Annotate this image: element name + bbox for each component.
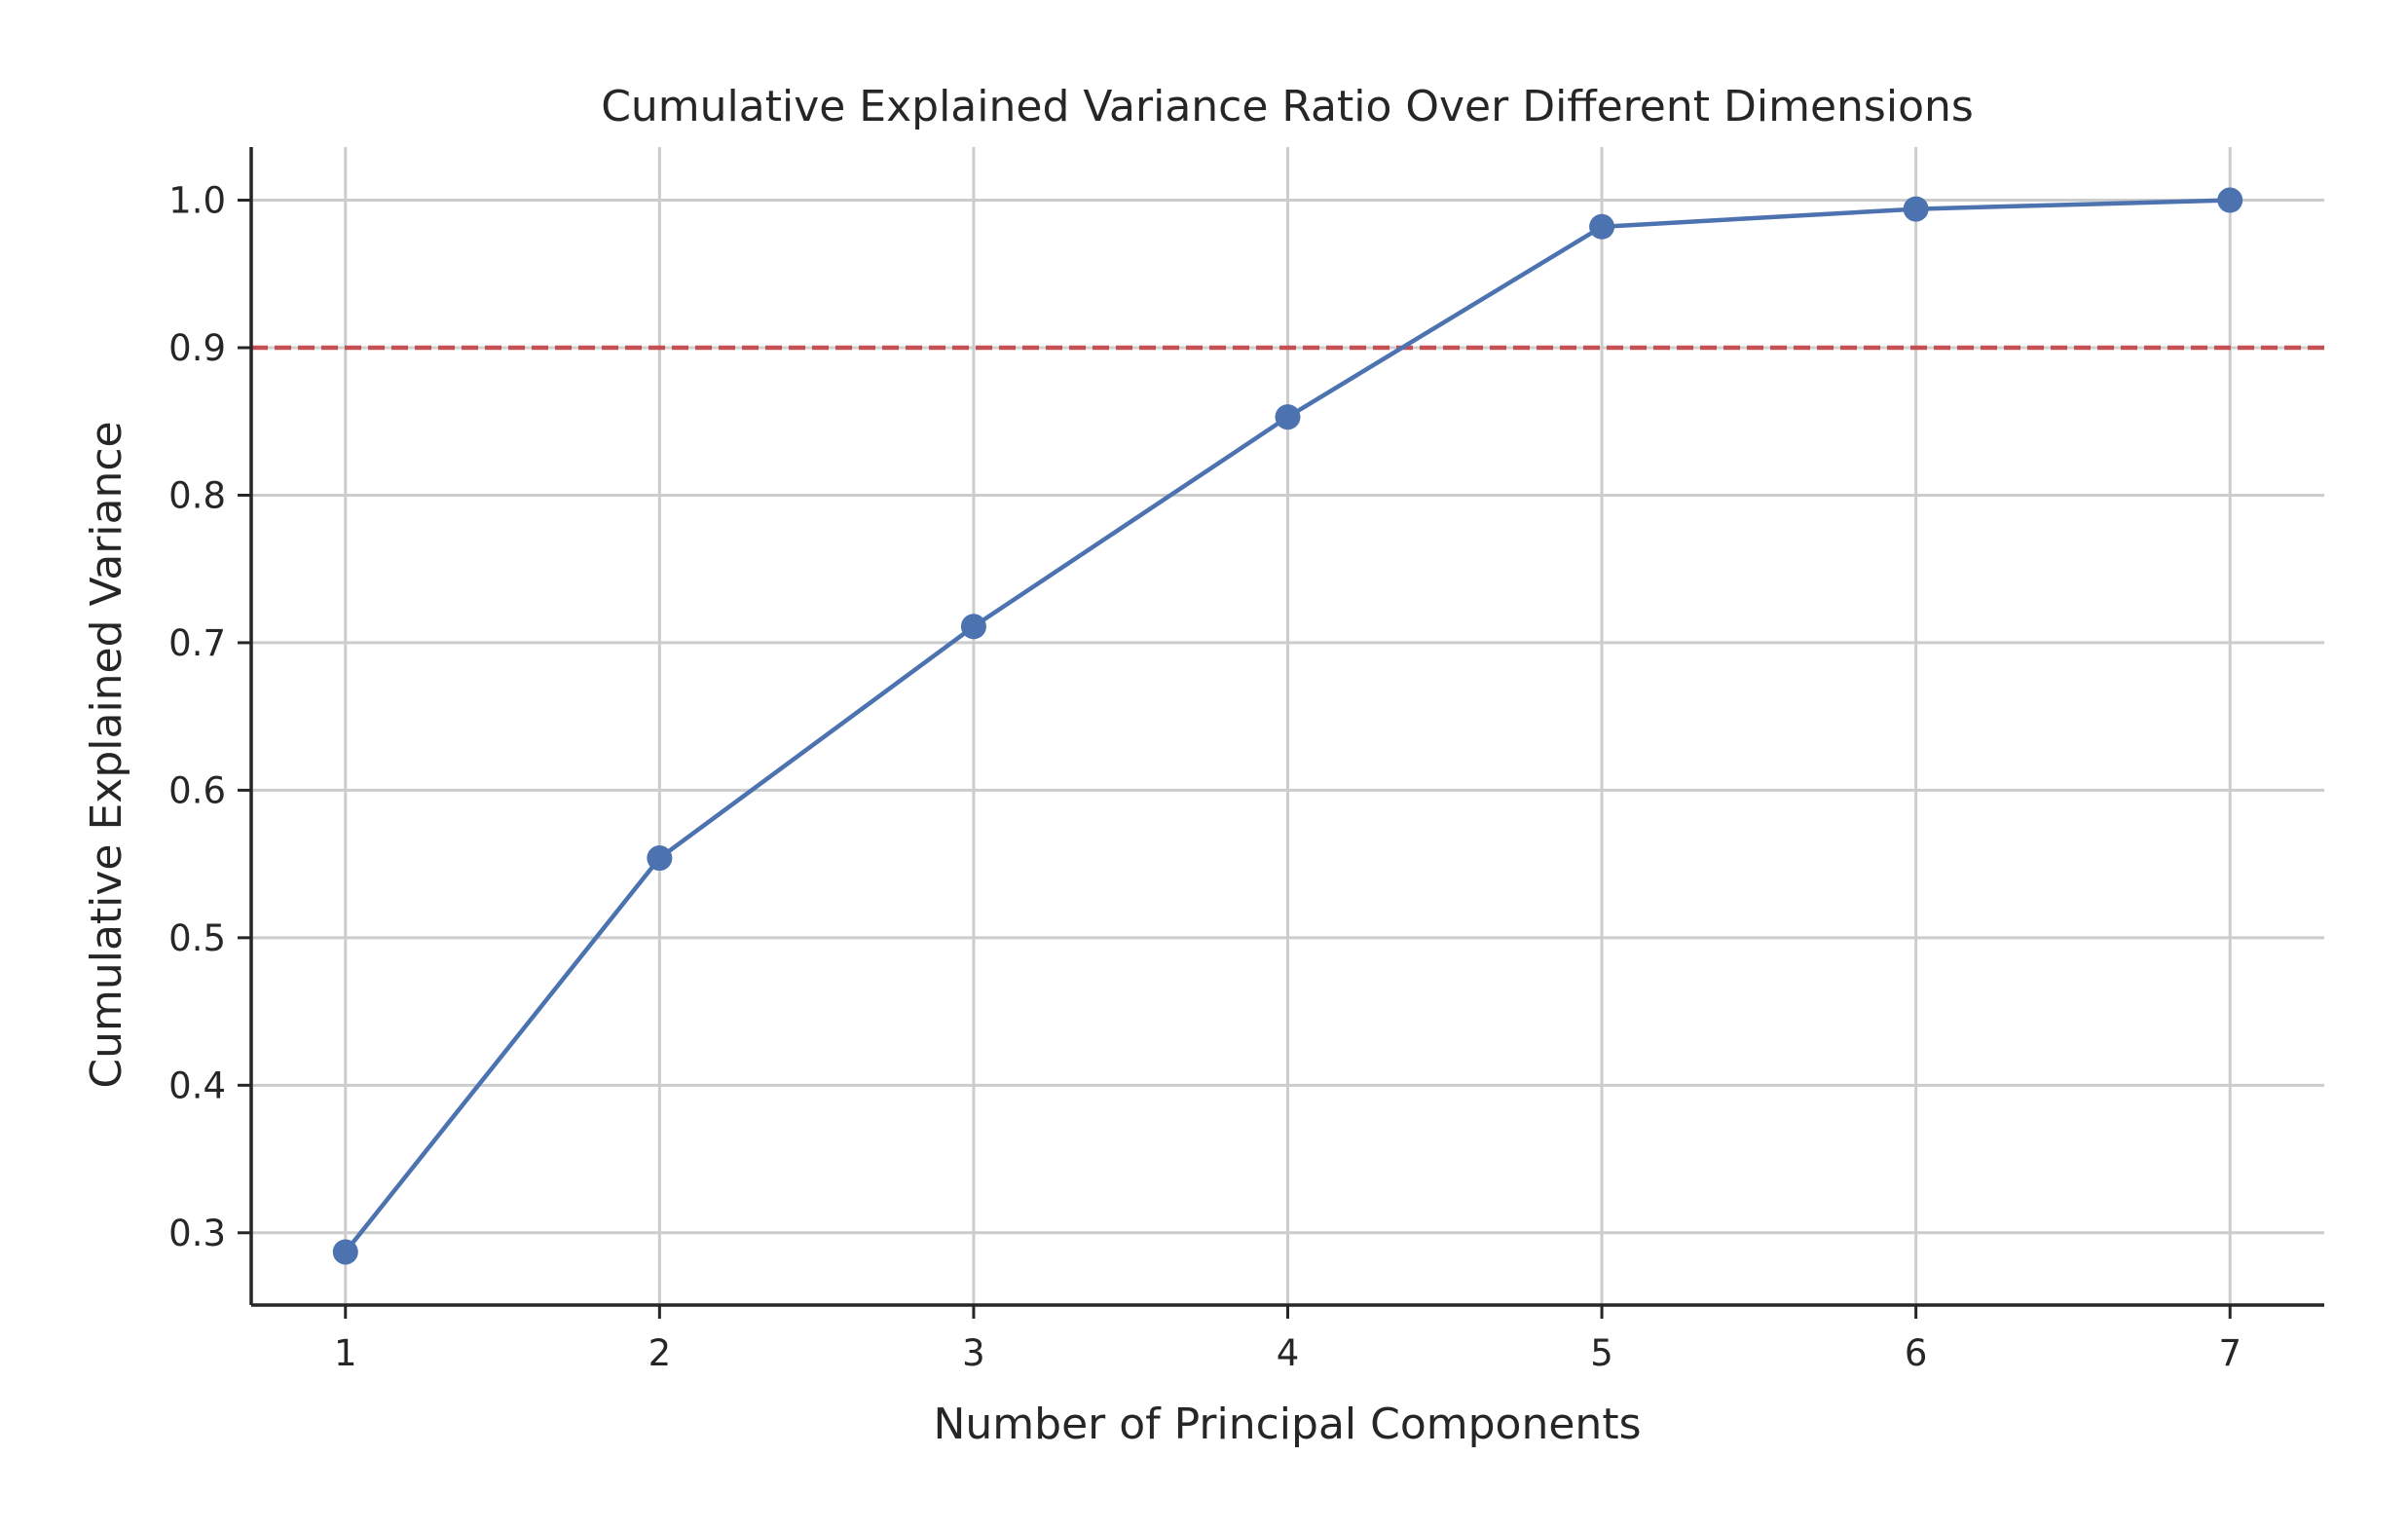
axes [238, 147, 2324, 1319]
tick-labels: 1 2 3 4 5 6 7 0.3 0.4 0.5 0.6 0.7 0.8 0.9 1.0 [168, 180, 2241, 1374]
data-point [1589, 213, 1615, 240]
x-tick-label: 3 [962, 1332, 985, 1374]
data-point [1275, 404, 1301, 430]
data-point [1903, 196, 1929, 222]
series-layer [332, 187, 2243, 1265]
y-tick-label: 0.4 [168, 1064, 226, 1106]
y-tick-label: 0.8 [168, 474, 226, 516]
chart-title: Cumulative Explained Variance Ratio Over… [601, 82, 1974, 131]
x-tick-label: 4 [1277, 1332, 1300, 1374]
y-tick-label: 0.9 [168, 327, 226, 369]
y-tick-label: 0.7 [168, 622, 226, 664]
data-point [332, 1239, 358, 1265]
x-tick-label: 1 [334, 1332, 357, 1374]
y-tick-label: 0.6 [168, 769, 226, 811]
x-tick-label: 6 [1905, 1332, 1928, 1374]
x-tick-label: 7 [2218, 1332, 2241, 1374]
data-point [2217, 187, 2243, 213]
y-tick-label: 0.3 [168, 1213, 226, 1254]
x-tick-label: 5 [1590, 1332, 1613, 1374]
data-point [960, 614, 986, 640]
y-tick-label: 0.5 [168, 917, 226, 959]
y-axis-title: Cumulative Explained Variance [82, 421, 131, 1088]
data-point [647, 845, 673, 872]
x-tick-label: 2 [648, 1332, 672, 1374]
y-tick-label: 1.0 [168, 180, 226, 222]
x-axis-title: Number of Principal Components [934, 1400, 1642, 1449]
